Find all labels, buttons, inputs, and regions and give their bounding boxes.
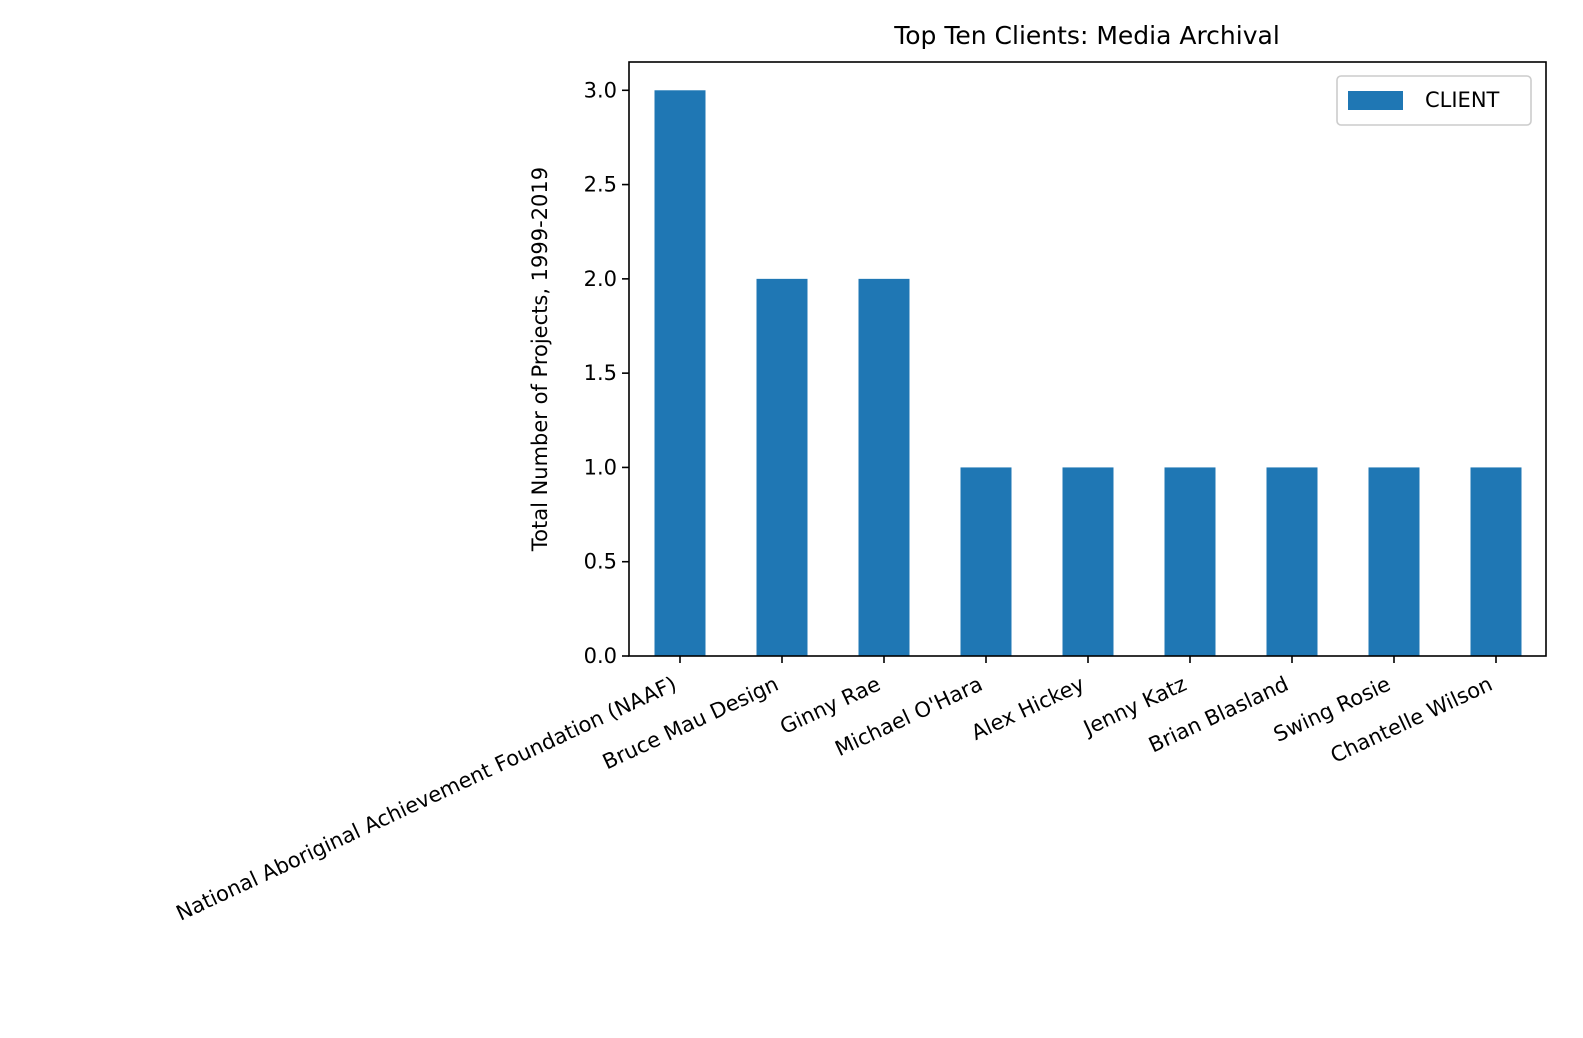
legend-label: CLIENT — [1425, 88, 1500, 112]
bar-2 — [858, 278, 910, 656]
bar-8 — [1470, 467, 1522, 656]
chart-title: Top Ten Clients: Media Archival — [893, 21, 1280, 50]
bar-4 — [1062, 467, 1114, 656]
legend: CLIENT — [1336, 75, 1532, 126]
y-axis: 0.0 0.5 1.0 1.5 2.0 2.5 3.0 — [584, 78, 629, 668]
bar-6 — [1266, 467, 1318, 656]
bar-7 — [1368, 467, 1420, 656]
y-tick-label-1: 0.5 — [584, 550, 617, 574]
y-tick-label-4: 2.0 — [584, 267, 617, 291]
legend-swatch — [1348, 91, 1403, 110]
y-tick-label-2: 1.0 — [584, 455, 617, 479]
y-tick-label-3: 1.5 — [584, 361, 617, 385]
bar-1 — [756, 278, 808, 656]
bar-5 — [1164, 467, 1216, 656]
bars-layer — [654, 90, 1522, 657]
legend-box — [1336, 75, 1532, 126]
plot-frame — [628, 61, 1547, 657]
y-tick-label-6: 3.0 — [584, 78, 617, 102]
bar-0 — [654, 90, 706, 657]
y-axis-label: Total Number of Projects, 1999-2019 — [528, 167, 552, 552]
y-tick-label-0: 0.0 — [584, 644, 617, 668]
y-tick-label-5: 2.5 — [584, 173, 617, 197]
bar-3 — [960, 467, 1012, 656]
